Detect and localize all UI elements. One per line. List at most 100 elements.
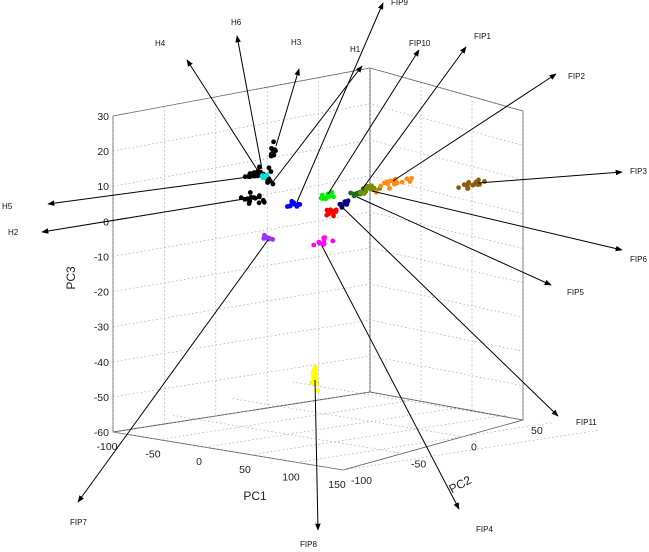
data-point — [331, 194, 336, 200]
x-grid-line-floor — [296, 422, 555, 463]
vector-fip11 — [340, 205, 559, 417]
data-point — [329, 190, 335, 195]
data-point — [333, 209, 339, 215]
data-point — [357, 190, 363, 196]
cluster-H-group-small — [265, 176, 276, 187]
data-point — [348, 190, 354, 196]
x-tick-label: 100 — [282, 471, 300, 483]
data-point — [313, 381, 319, 387]
data-point — [256, 200, 262, 206]
vector-label-h3: H3 — [291, 38, 302, 47]
data-point — [309, 380, 315, 385]
x-grid-line-floor — [250, 414, 509, 456]
data-point — [267, 236, 273, 241]
data-point — [465, 185, 471, 191]
vector-label-fip8: FIP8 — [300, 540, 317, 549]
data-point — [247, 190, 253, 195]
cluster-orange — [373, 175, 414, 195]
vector-label-h2: H2 — [8, 228, 19, 237]
vector-label-fip7: FIP7 — [70, 518, 87, 527]
z-tick-label: -30 — [94, 322, 109, 334]
y-tick-label: 50 — [531, 425, 543, 437]
cluster-purple — [261, 232, 275, 242]
z-tick-labels: 30 20 10 0 -10 -20 -30 -40 -50 -60 — [94, 111, 109, 439]
data-point — [261, 199, 267, 205]
axis-box — [112, 67, 601, 471]
vector-h4 — [186, 59, 259, 172]
data-point — [352, 192, 358, 198]
z-grid-line — [112, 67, 524, 117]
vector-label-h6: H6 — [231, 18, 242, 27]
z-tick-label: -10 — [94, 251, 109, 263]
data-point — [262, 175, 267, 181]
vector-h5 — [47, 175, 257, 206]
data-point — [315, 388, 321, 393]
z-tick-label: 20 — [97, 146, 109, 158]
y-tick-labels: -100 -50 0 50 — [351, 425, 543, 487]
vector-label-fip9: FIP9 — [391, 0, 408, 7]
cluster-navy — [337, 198, 351, 210]
z-grid-line — [112, 211, 524, 257]
x-grid-line-floor — [112, 391, 371, 433]
vector-h3 — [275, 68, 300, 147]
data-point — [385, 181, 391, 187]
vector-label-h5: H5 — [2, 202, 13, 211]
x-axis-title: PC1 — [243, 489, 267, 503]
data-point — [391, 181, 397, 187]
z-grid-line — [112, 391, 524, 433]
cluster-cyan — [259, 172, 270, 181]
data-point — [248, 171, 254, 177]
data-point — [272, 147, 278, 153]
data-point — [313, 377, 319, 382]
z-grid-line — [112, 283, 524, 327]
data-point — [387, 185, 392, 191]
data-point — [291, 200, 296, 206]
y-tick-label: 0 — [471, 442, 477, 454]
data-point — [378, 183, 384, 189]
vector-fip4 — [321, 245, 460, 510]
data-point — [456, 185, 461, 191]
vector-label-fip10: FIP10 — [409, 39, 431, 48]
data-points — [238, 139, 487, 393]
x-tick-labels: -100 -50 0 50 100 150 — [96, 441, 345, 491]
data-point — [262, 235, 268, 241]
z-tick-label: 0 — [103, 216, 109, 228]
z-grid-line — [112, 139, 524, 187]
x-tick-label: 150 — [328, 479, 346, 491]
vector-label-fip6: FIP6 — [630, 255, 647, 264]
data-point — [470, 182, 475, 188]
data-point — [342, 199, 348, 205]
data-point — [268, 153, 274, 159]
data-point — [476, 177, 481, 183]
y-grid-line-floor — [172, 415, 404, 454]
vector-fip5 — [356, 196, 552, 286]
data-point — [265, 178, 271, 184]
z-grid-line — [112, 103, 524, 152]
data-point — [361, 191, 367, 196]
y-tick-label: -50 — [411, 458, 426, 470]
z-tick-label: -60 — [94, 427, 109, 439]
data-point — [328, 209, 334, 215]
vector-label-fip2: FIP2 — [568, 72, 585, 81]
vector-fip9 — [296, 2, 384, 203]
cluster-brown — [456, 177, 487, 191]
loading-vectors — [41, 2, 623, 531]
data-point — [295, 202, 301, 207]
z-tick-label: -40 — [94, 357, 109, 369]
vector-fip3 — [477, 169, 623, 184]
data-point — [330, 238, 336, 244]
cluster-magenta — [311, 235, 336, 248]
data-point — [257, 164, 262, 170]
data-point — [266, 165, 272, 171]
data-point — [331, 213, 336, 219]
y-grid-line-floor — [232, 398, 464, 437]
cluster-red — [324, 207, 339, 219]
vector-h6 — [235, 35, 263, 170]
data-point — [338, 202, 344, 207]
vector-fip8 — [314, 379, 321, 531]
vector-fip7 — [77, 239, 269, 503]
x-tick-label: 50 — [239, 464, 251, 476]
x-tick-label: -100 — [96, 441, 117, 453]
